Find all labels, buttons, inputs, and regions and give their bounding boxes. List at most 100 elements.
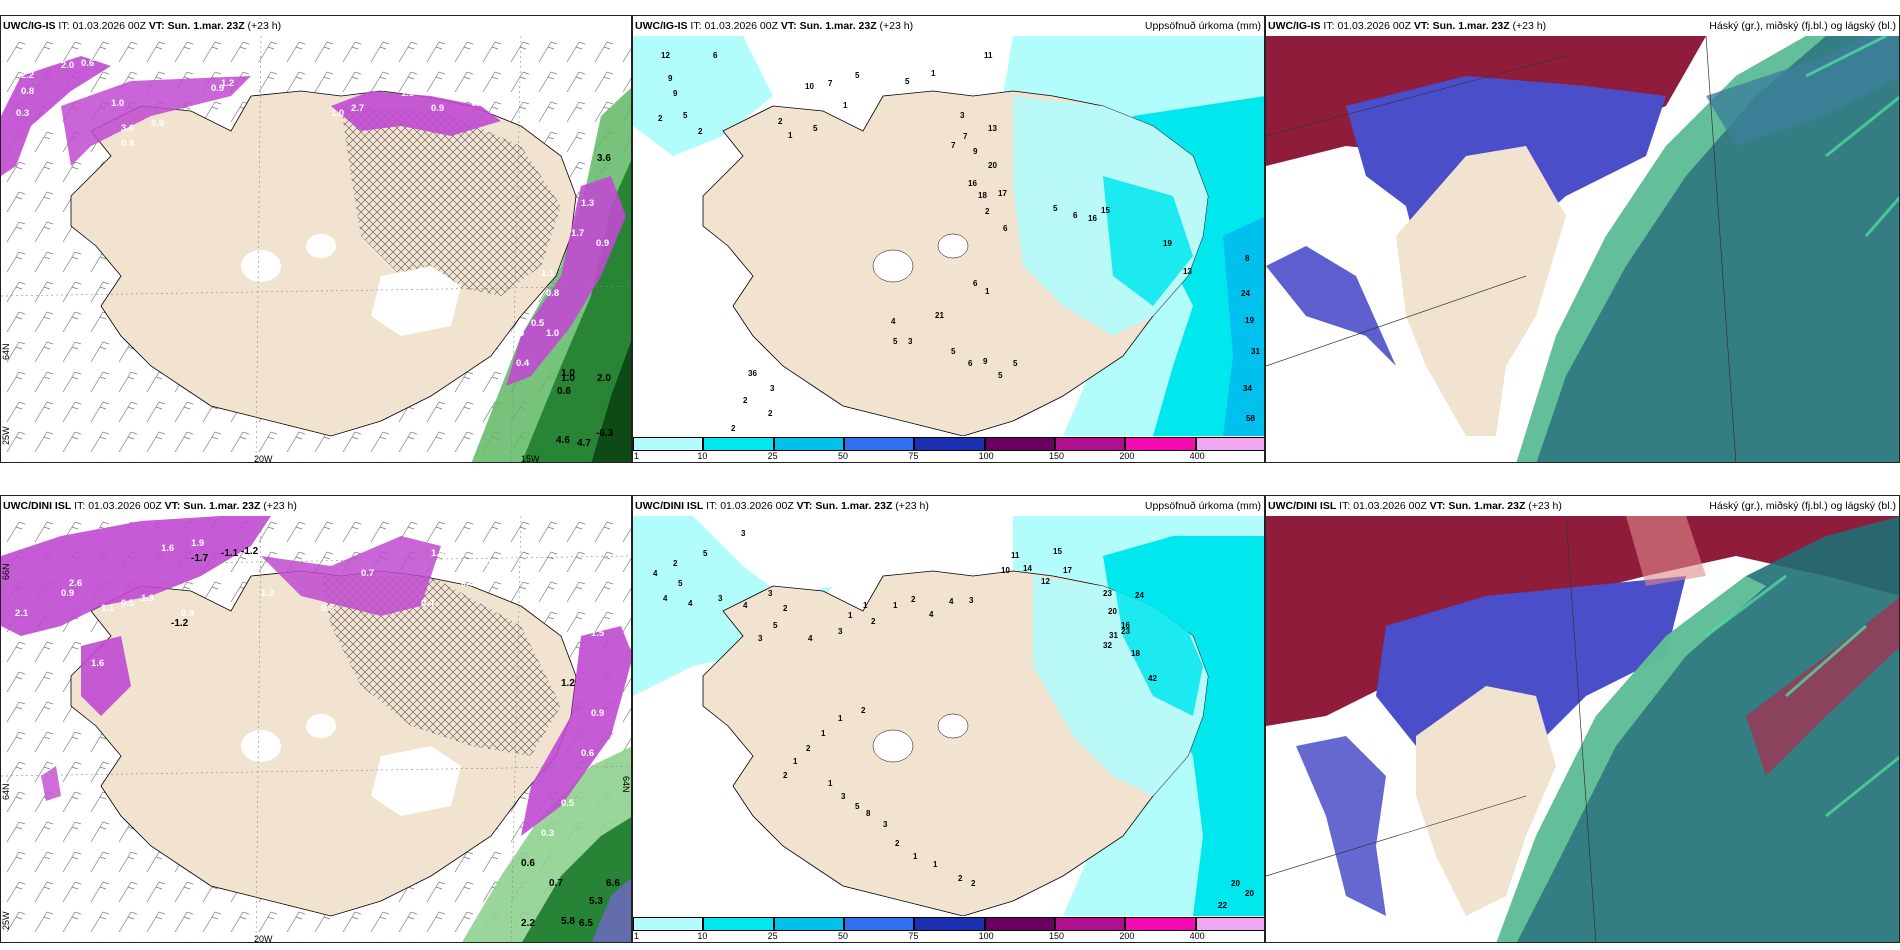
cloud-mid-area — [1266, 246, 1396, 366]
cloud-map — [1266, 516, 1899, 942]
wind-value-label: 6.6 — [606, 878, 620, 889]
grid-label: 25W — [1, 911, 11, 930]
it-value: 01.03.2026 00Z — [720, 500, 794, 512]
legend-tick-label: 50 — [838, 451, 849, 461]
precip-value-label: 11 — [1011, 551, 1020, 560]
precip-value-label: 7 — [828, 79, 833, 88]
panel-subtitle: Háský (gr.), miðský (fj.bl.) og lágský (… — [1709, 20, 1896, 32]
cloud-low-area — [1496, 516, 1899, 942]
precip-value-label: 24 — [1241, 289, 1250, 298]
panel-title: UWC/DINI ISL IT: 01.03.2026 00Z VT: Sun.… — [635, 500, 929, 512]
precip-value-label: 8 — [866, 809, 871, 818]
wind-value-label: 6.5 — [579, 918, 593, 929]
wind-value-label: 1.0 — [331, 108, 344, 119]
precip-value-label: 8 — [1245, 254, 1250, 263]
precip-value-label: 10 — [1001, 566, 1010, 575]
wind-value-label: 0.9 — [481, 558, 494, 569]
wind-value-label: 0.8 — [546, 288, 559, 299]
legend-swatch — [984, 917, 1055, 931]
wind-value-label: 2.7 — [351, 103, 364, 114]
precip-value-label: 1 — [828, 779, 833, 788]
legend-tick-label: 10 — [697, 931, 708, 941]
legend-swatch — [1125, 917, 1196, 931]
wind-value-label: 1.0 — [561, 368, 575, 379]
model-name: UWC/DINI ISL — [635, 500, 704, 512]
precip-value-label: 2 — [783, 604, 788, 613]
wind-value-label: 2.1 — [15, 608, 29, 619]
precip-value-label: 31 — [1251, 347, 1260, 356]
lead-time: (+23 h) — [895, 500, 929, 512]
panel-title: UWC/DINI ISL IT: 01.03.2026 00Z VT: Sun.… — [3, 500, 297, 512]
legend-swatch — [703, 437, 774, 451]
precip-value-label: 6 — [968, 359, 973, 368]
legend-tick-label: 400 — [1189, 451, 1205, 461]
precip-value-label: 4 — [743, 601, 748, 610]
precip-value-label: 58 — [1246, 414, 1255, 423]
wind-value-label: 0.3 — [16, 108, 29, 119]
model-name: UWC/IG-IS — [635, 20, 688, 32]
grid-label: 20W — [254, 934, 273, 943]
precip-value-label: 16 — [968, 179, 977, 188]
precip-value-label: 5 — [1013, 359, 1018, 368]
vt-label: VT: Sun. 1.mar. 23Z — [164, 500, 261, 512]
model-name: UWC/IG-IS — [3, 20, 56, 32]
precip-value-label: 17 — [998, 189, 1007, 198]
it-label: IT: — [74, 500, 86, 512]
precip-value-label: 13 — [988, 124, 997, 133]
grid-label: 15W — [521, 454, 540, 463]
grid-label: 64N — [621, 776, 631, 793]
legend-swatch — [844, 437, 915, 451]
precip-value-label: 3 — [768, 589, 773, 598]
panel-title: UWC/IG-IS IT: 01.03.2026 00Z VT: Sun. 1.… — [3, 20, 281, 32]
precip-value-label: 42 — [1148, 674, 1157, 683]
wind-value-label: 1.6 — [161, 543, 174, 554]
vt-label: VT: Sun. 1.mar. 23Z — [1413, 20, 1510, 32]
wind-value-label: 0.8 — [121, 138, 134, 149]
precip-value-label: 7 — [963, 132, 968, 141]
vt-label: VT: Sun. 1.mar. 23Z — [1429, 500, 1526, 512]
precip-value-label: 4 — [891, 317, 896, 326]
precip-value-label: 4 — [663, 594, 668, 603]
panel-title: UWC/IG-IS IT: 01.03.2026 00Z VT: Sun. 1.… — [1268, 20, 1546, 32]
precip-value-label: 5 — [813, 124, 818, 133]
wind-value-label: 1.7 — [571, 228, 584, 239]
wind-value-label: 0.9 — [61, 588, 74, 599]
precip-value-label: 2 — [971, 879, 976, 888]
legend-swatch — [1055, 437, 1126, 451]
precip-value-label: 5 — [678, 579, 683, 588]
grid-label: 20W — [254, 454, 273, 463]
wind-value-label: 0.9 — [591, 708, 604, 719]
precip-value-label: 4 — [688, 599, 693, 608]
precip-value-label: 1 — [931, 69, 936, 78]
precip-value-label: 17 — [1063, 566, 1072, 575]
precip-legend: 1 10 25 50 75 100 150 200 400 — [633, 914, 1264, 942]
precip-value-label: 6 — [1003, 224, 1008, 233]
wind-value-label: 1.2 — [221, 78, 234, 89]
glacier — [306, 234, 336, 258]
wind-value-label: 0.6 — [81, 58, 94, 69]
wind-value-label: 0.7 — [549, 878, 563, 889]
legend-swatch — [984, 437, 1055, 451]
legend-tick-label: 100 — [978, 931, 994, 941]
grid-label: 25W — [1, 426, 11, 445]
wind-value-label: 5.3 — [589, 896, 603, 907]
wind-value-label: 2.6 — [69, 578, 82, 589]
it-label: IT: — [690, 20, 702, 32]
glacier — [241, 250, 281, 282]
precip-value-label: 5 — [683, 111, 688, 120]
wind-magenta-area — [1, 516, 271, 636]
grid-label: 64N — [1, 343, 11, 360]
it-label: IT: — [1339, 500, 1351, 512]
precip-value-label: 3 — [758, 634, 763, 643]
precip-value-label: 1 — [933, 860, 938, 869]
precip-value-label: 9 — [673, 89, 678, 98]
panel-subtitle: Uppsöfnuð úrkoma (mm) — [1144, 20, 1261, 32]
legend-tick-label: 10 — [697, 451, 708, 461]
wind-value-label: 5.8 — [561, 916, 575, 927]
legend-swatch — [633, 917, 704, 931]
cloud-high-area — [1266, 516, 1899, 726]
wind-magenta-area — [1, 56, 111, 176]
wind-value-label: 3.6 — [597, 153, 611, 164]
wind-value-label: 0.5 — [561, 798, 575, 809]
